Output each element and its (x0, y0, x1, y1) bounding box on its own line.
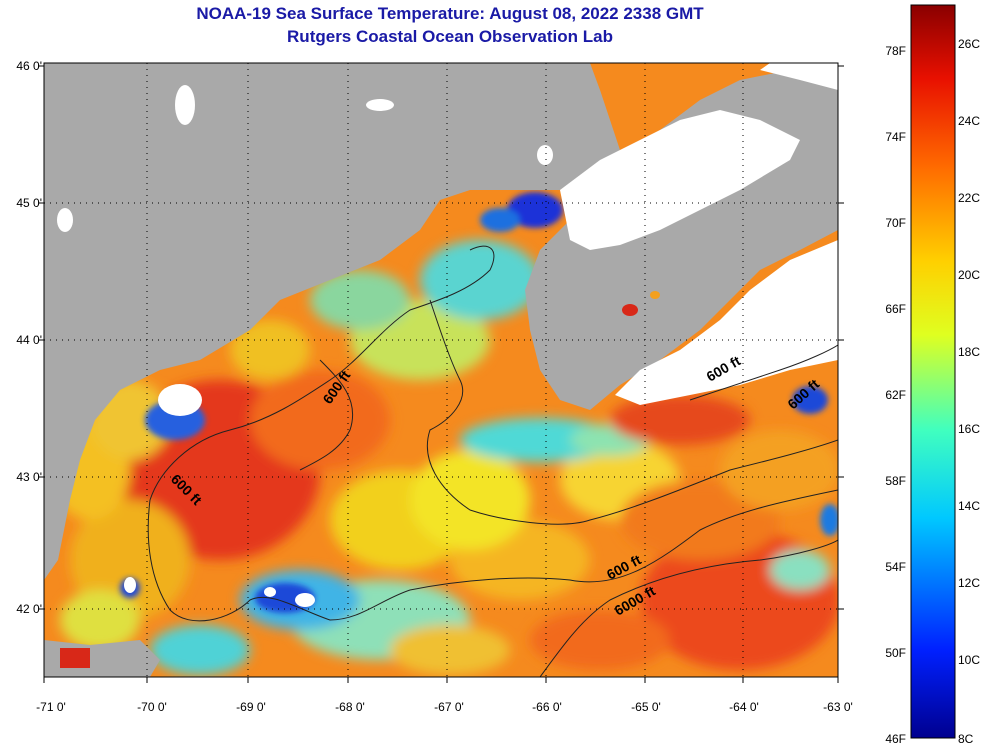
colorbar-celsius-labels: 26C 24C 22C 20C 18C 16C 14C 12C 10C 8C (958, 37, 980, 746)
cloud-georges-1 (295, 593, 315, 607)
cbar-c-8: 8C (958, 732, 974, 746)
cbar-f-66: 66F (885, 302, 906, 316)
cbar-c-26: 26C (958, 37, 980, 51)
cbar-f-78: 78F (885, 44, 906, 58)
depth-contours (147, 245, 838, 677)
lat-label-44: 44 0' (16, 333, 42, 347)
cbar-c-14: 14C (958, 499, 980, 513)
cbar-c-10: 10C (958, 653, 980, 667)
lake-3 (366, 99, 394, 111)
tick-marks (38, 65, 844, 683)
colorbar-fahrenheit-labels: 78F 74F 70F 66F 62F 58F 54F 50F 46F (885, 44, 906, 746)
cbar-f-54: 54F (885, 560, 906, 574)
cbar-f-58: 58F (885, 474, 906, 488)
map-subtitle: Rutgers Coastal Ocean Observation Lab (287, 27, 613, 46)
lon-label-70: -70 0' (137, 700, 167, 714)
cbar-f-74: 74F (885, 130, 906, 144)
lon-labels: -71 0' -70 0' -69 0' -68 0' -67 0' -66 0… (36, 700, 853, 714)
cloud-gulf-maine (158, 384, 202, 416)
lon-label-69: -69 0' (236, 700, 266, 714)
map-panel: 600 ft 600 ft 600 ft 600 ft 600 ft 6000 … (44, 63, 838, 677)
lake-2 (57, 208, 73, 232)
cloud-bay-of-fundy (560, 110, 800, 250)
lat-label-43: 43 0' (16, 470, 42, 484)
cbar-f-50: 50F (885, 646, 906, 660)
cloud-nova-scotia (615, 240, 838, 405)
cbar-c-24: 24C (958, 114, 980, 128)
warm-cape-patch (60, 648, 90, 668)
cbar-f-62: 62F (885, 388, 906, 402)
warm-speck-2 (650, 291, 660, 299)
lat-labels: 46 0' 45 0' 44 0' 43 0' 42 0' (16, 59, 42, 616)
lon-label-66: -66 0' (532, 700, 562, 714)
lat-label-46: 46 0' (16, 59, 42, 73)
cloud-northeast (760, 63, 838, 90)
lat-label-45: 45 0' (16, 196, 42, 210)
warm-speck (622, 304, 638, 316)
map-title: NOAA-19 Sea Surface Temperature: August … (196, 4, 704, 23)
lon-label-64: -64 0' (729, 700, 759, 714)
cbar-c-12: 12C (958, 576, 980, 590)
cbar-c-20: 20C (958, 268, 980, 282)
cloud-cape (124, 577, 136, 593)
cbar-f-70: 70F (885, 216, 906, 230)
lon-label-65: -65 0' (631, 700, 661, 714)
cloud-georges-2 (264, 587, 276, 597)
lake-1 (175, 85, 195, 125)
lake-4 (537, 145, 553, 165)
map-frame (43, 62, 839, 678)
lon-label-67: -67 0' (434, 700, 464, 714)
lon-label-71: -71 0' (36, 700, 66, 714)
colorbar (910, 4, 956, 739)
lat-label-42: 42 0' (16, 602, 42, 616)
lon-label-63: -63 0' (823, 700, 853, 714)
cbar-c-16: 16C (958, 422, 980, 436)
graticule (44, 63, 838, 677)
lon-label-68: -68 0' (335, 700, 365, 714)
land-new-england (44, 63, 620, 580)
cbar-c-18: 18C (958, 345, 980, 359)
cbar-c-22: 22C (958, 191, 980, 205)
cbar-f-46: 46F (885, 732, 906, 746)
